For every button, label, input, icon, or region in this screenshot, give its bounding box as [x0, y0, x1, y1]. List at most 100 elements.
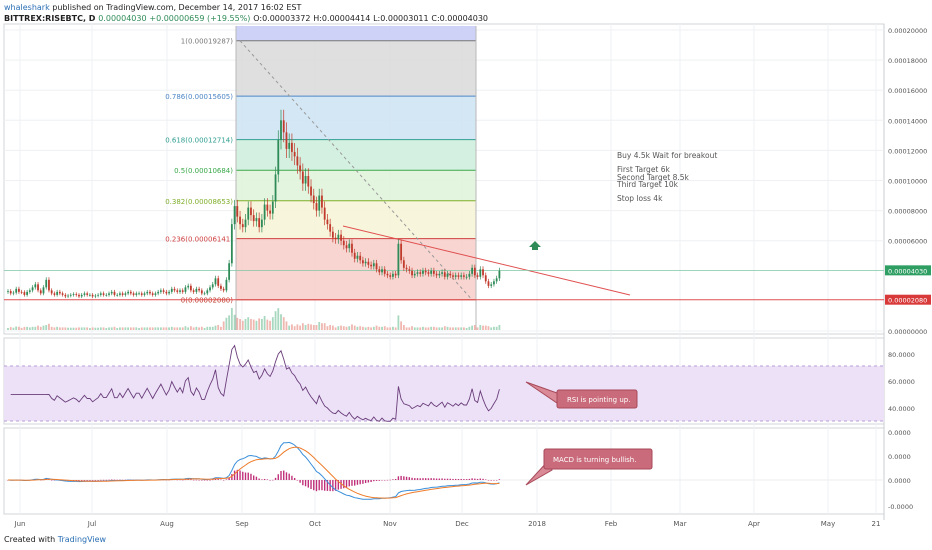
macd-histogram-bar: [493, 480, 495, 481]
macd-histogram-bar: [222, 479, 225, 481]
rsi-callout-text: RSI is pointing up.: [567, 396, 630, 404]
trade-note: First Target 6k: [617, 165, 671, 174]
candle: [250, 207, 252, 216]
candle: [91, 294, 94, 297]
candle: [159, 290, 162, 292]
candle: [277, 139, 280, 175]
macd-histogram-bar: [201, 480, 203, 481]
volume-bar: [301, 323, 304, 330]
macd-histogram-bar: [351, 480, 353, 486]
macd-histogram-bar: [482, 478, 484, 480]
volume-bar: [367, 326, 370, 330]
volume-bar: [443, 326, 446, 330]
candle: [329, 224, 332, 232]
candle: [323, 207, 326, 220]
candle: [9, 291, 12, 294]
candle: [310, 186, 312, 196]
macd-histogram-bar: [430, 478, 432, 480]
macd-histogram-bar: [102, 479, 105, 481]
macd-histogram-bar: [179, 479, 181, 481]
tradingview-logo[interactable]: TradingView: [57, 535, 107, 544]
volume-bar: [400, 321, 403, 330]
macd-histogram-bar: [285, 472, 288, 480]
price-tick-label: 0.00010000: [888, 178, 927, 186]
volume-bar: [411, 326, 413, 330]
volume-bar: [331, 325, 334, 330]
volume-bar: [132, 327, 135, 330]
candle: [378, 269, 381, 273]
volume-bar: [389, 327, 392, 330]
fib-level-label: 0.5(0.00010684): [174, 167, 233, 175]
volume-bar: [206, 326, 209, 330]
candle: [454, 275, 457, 277]
x-tick-label: Jul: [87, 520, 97, 528]
volume-bar: [353, 325, 356, 330]
macd-histogram-bar: [403, 476, 405, 480]
volume-bar: [386, 327, 389, 330]
volume-bar: [326, 326, 329, 330]
macd-histogram-bar: [321, 480, 323, 491]
macd-histogram-bar: [334, 480, 337, 491]
candle: [296, 156, 299, 166]
volume-bar: [364, 327, 367, 330]
volume-bar: [7, 328, 9, 330]
candle: [299, 165, 302, 172]
macd-histogram-bar: [408, 477, 411, 480]
candle: [411, 270, 413, 276]
author-link[interactable]: whaleshark: [4, 3, 50, 12]
volume-bar: [75, 327, 78, 330]
volume-bar: [91, 327, 94, 330]
macd-histogram-bar: [247, 472, 249, 480]
macd-histogram-bar: [288, 473, 290, 480]
candle: [72, 294, 75, 295]
macd-histogram-bar: [274, 477, 277, 480]
macd-histogram-bar: [299, 480, 301, 483]
volume-bar: [228, 315, 231, 330]
macd-histogram-bar: [272, 479, 274, 481]
rsi-band-fill: [4, 366, 884, 421]
macd-histogram-bar: [233, 470, 236, 480]
candle: [416, 272, 419, 274]
x-tick-label: 2018: [528, 520, 546, 528]
volume-bar: [64, 327, 67, 330]
volume-bar: [449, 327, 452, 330]
candle: [42, 287, 45, 294]
macd-histogram-bar: [111, 479, 113, 481]
volume-bar: [28, 327, 31, 330]
candle: [83, 293, 86, 295]
volume-bar: [416, 327, 419, 330]
macd-histogram-bar: [318, 480, 320, 491]
volume-bar: [149, 327, 151, 330]
candle: [487, 281, 490, 286]
volume-bar: [241, 320, 244, 330]
macd-histogram-bar: [217, 479, 219, 480]
current-price-tag: [885, 265, 931, 276]
macd-histogram-bar: [255, 476, 258, 480]
candle: [86, 293, 89, 295]
macd-histogram-bar: [313, 480, 315, 491]
candle: [151, 293, 154, 295]
volume-bar: [394, 327, 397, 330]
candle: [408, 269, 411, 271]
volume-bar: [359, 326, 362, 330]
price-tick-label: 0.00012000: [888, 147, 927, 155]
candle: [39, 290, 42, 294]
candle: [214, 278, 217, 285]
x-tick-label: Nov: [383, 520, 397, 528]
candle: [198, 288, 200, 291]
volume-bar: [269, 320, 271, 330]
symbol-label[interactable]: BITTREX:RISEBTC, D: [4, 14, 96, 23]
candle: [102, 293, 105, 295]
volume-bar: [190, 326, 192, 330]
candle: [48, 279, 50, 291]
candle: [121, 293, 124, 295]
macd-histogram-bar: [490, 480, 492, 481]
candle: [61, 293, 64, 295]
volume-bar: [20, 327, 23, 330]
candle: [140, 293, 143, 295]
candle: [498, 270, 501, 279]
candle: [252, 215, 255, 222]
macd-histogram-bar: [362, 480, 364, 484]
candle: [342, 240, 345, 246]
